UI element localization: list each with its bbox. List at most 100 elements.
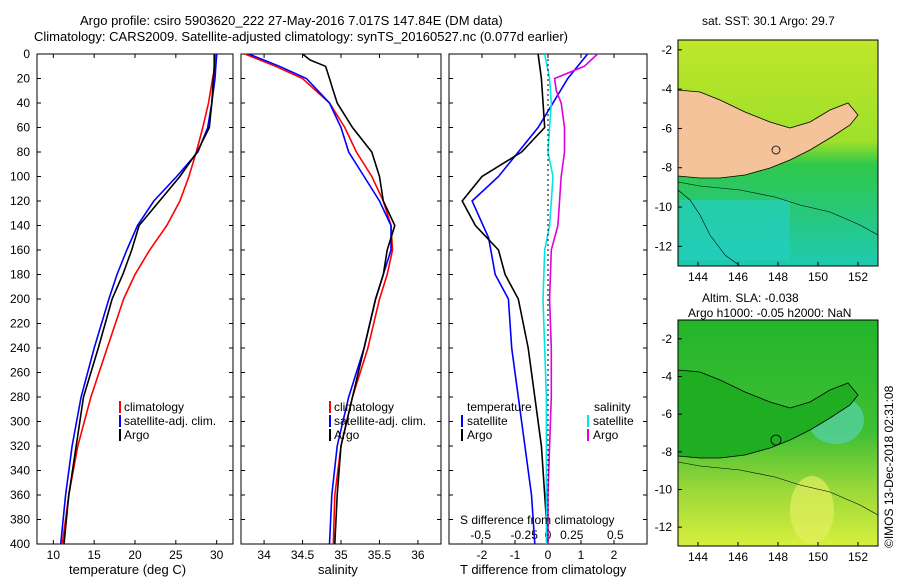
x-tick-label: 36	[411, 548, 425, 562]
depth-tick-label: 120	[10, 194, 30, 208]
x-tick-label: 30	[210, 548, 224, 562]
depth-tick-label: 200	[10, 292, 30, 306]
sla-map-title-2: Argo h1000: -0.05 h2000: NaN	[688, 306, 851, 320]
series-line-temperature-satellite	[471, 53, 589, 545]
map-y-tick-label: -8	[661, 161, 672, 175]
map-x-tick-label: 152	[848, 550, 868, 564]
depth-tick-label: 0	[23, 47, 30, 61]
x-tick-label: 34	[257, 548, 271, 562]
map-y-tick-label: -4	[661, 370, 672, 384]
map-y-tick-label: -10	[655, 200, 673, 214]
map-y-tick-label: -4	[661, 82, 672, 96]
series-line-satellite-adj-clim-	[248, 53, 392, 545]
x-tick-label: 1	[578, 548, 585, 562]
legend-heading-salinity: salinity	[594, 400, 631, 414]
x-tick-label: 34.5	[291, 548, 315, 562]
x-tick-label: 20	[128, 548, 142, 562]
series-line-temperature-argo	[461, 53, 549, 545]
depth-tick-label: 380	[10, 513, 30, 527]
map-y-tick-label: -12	[655, 239, 673, 253]
legend-label-climatology: climatology	[124, 400, 184, 414]
depth-tick-label: 240	[10, 341, 30, 355]
temperature-axis-label: temperature (deg C)	[69, 562, 186, 577]
legend-label-argo: Argo	[334, 428, 360, 442]
depth-tick-label: 80	[17, 145, 31, 159]
x-tick-label: 35.5	[368, 548, 392, 562]
s-diff-tick-label: 0.5	[607, 528, 624, 542]
argo-position-marker	[771, 145, 781, 155]
s-diff-tick-label: 0.25	[560, 528, 584, 542]
series-line-salinity-argo	[547, 53, 599, 544]
sla-anomaly-south	[790, 476, 834, 544]
legend-label-argo: Argo	[124, 428, 150, 442]
x-tick-label: 2	[611, 548, 618, 562]
coastline-south	[678, 181, 878, 266]
sst-map	[678, 40, 878, 266]
depth-tick-label: 280	[10, 390, 30, 404]
coastline-south-sla	[678, 461, 878, 516]
legend-label-s-satellite: satellite	[593, 414, 634, 428]
series-line-satellite-adj-clim-	[59, 53, 218, 545]
sst-map-title: sat. SST: 30.1 Argo: 29.7	[702, 14, 835, 28]
depth-tick-label: 340	[10, 464, 30, 478]
map-y-tick-label: -12	[655, 520, 673, 534]
depth-tick-label: 100	[10, 170, 30, 184]
temperature-legend: climatology satellite-adj. clim. Argo	[119, 400, 216, 442]
depth-contour	[678, 189, 741, 266]
legend-label-t-argo: Argo	[467, 428, 493, 442]
depth-tick-label: 60	[17, 121, 31, 135]
depth-tick-label: 160	[10, 243, 30, 257]
s-diff-tick-label: -0.5	[470, 528, 491, 542]
map-x-tick-label: 148	[768, 550, 788, 564]
depth-tick-label: 40	[17, 96, 31, 110]
title-line-1: Argo profile: csiro 5903620_222 27-May-2…	[80, 13, 503, 28]
map-x-tick-label: 152	[848, 270, 868, 284]
map-y-tick-label: -6	[661, 121, 672, 135]
s-difference-axis-label: S difference from climatology	[460, 513, 615, 527]
map-y-tick-label: -6	[661, 407, 672, 421]
new-guinea-landmass-sla	[678, 369, 859, 459]
x-tick-label: 35	[334, 548, 348, 562]
map-x-tick-label: 150	[808, 270, 828, 284]
series-line-salinity-satellite	[542, 53, 554, 544]
depth-tick-label: 300	[10, 415, 30, 429]
new-guinea-landmass	[678, 89, 859, 179]
depth-tick-label: 320	[10, 439, 30, 453]
sla-map-axes: 144 146 148 150 152 -2 -4 -6 -8 -10 -12	[655, 332, 869, 564]
sla-map-title-1: Altim. SLA: -0.038	[702, 291, 799, 305]
map-y-tick-label: -8	[661, 445, 672, 459]
map-y-tick-label: -10	[655, 483, 673, 497]
x-tick-label: -1	[510, 548, 521, 562]
t-difference-axis-label: T difference from climatology	[460, 562, 627, 577]
s-diff-tick-label: -0.25	[511, 528, 539, 542]
depth-tick-label: 220	[10, 317, 30, 331]
x-tick-label: 0	[545, 548, 552, 562]
map-x-tick-label: 146	[728, 270, 748, 284]
argo-position-marker	[770, 434, 782, 446]
sla-map	[678, 320, 878, 546]
series-line-argo	[63, 54, 215, 545]
legend-label-climatology: climatology	[334, 400, 394, 414]
depth-tick-label: 180	[10, 268, 30, 282]
series-line-climatology	[244, 53, 394, 545]
sst-warm-patch	[680, 200, 790, 260]
map-x-tick-label: 144	[688, 270, 708, 284]
salinity-legend: climatology satellite-adj. clim. Argo	[329, 400, 426, 442]
depth-tick-label: 400	[10, 537, 30, 551]
map-x-tick-label: 148	[768, 270, 788, 284]
map-x-tick-label: 150	[808, 550, 828, 564]
x-tick-label: 10	[47, 548, 61, 562]
legend-label-s-argo: Argo	[593, 428, 619, 442]
difference-legend: temperature satellite Argo salinity sate…	[461, 400, 634, 442]
legend-heading-temperature: temperature	[467, 400, 532, 414]
legend-label-satellite-adj: satellite-adj. clim.	[334, 414, 426, 428]
depth-axis: 0 20 40 60 80 100 120 140 160 180 200 220 240 260 280 3…	[10, 47, 647, 551]
map-x-tick-label: 144	[688, 550, 708, 564]
map-x-tick-label: 146	[728, 550, 748, 564]
legend-label-t-satellite: satellite	[467, 414, 508, 428]
x-tick-label: 25	[169, 548, 183, 562]
depth-tick-label: 140	[10, 219, 30, 233]
series-line-climatology	[61, 53, 217, 545]
x-tick-label: -2	[477, 548, 488, 562]
